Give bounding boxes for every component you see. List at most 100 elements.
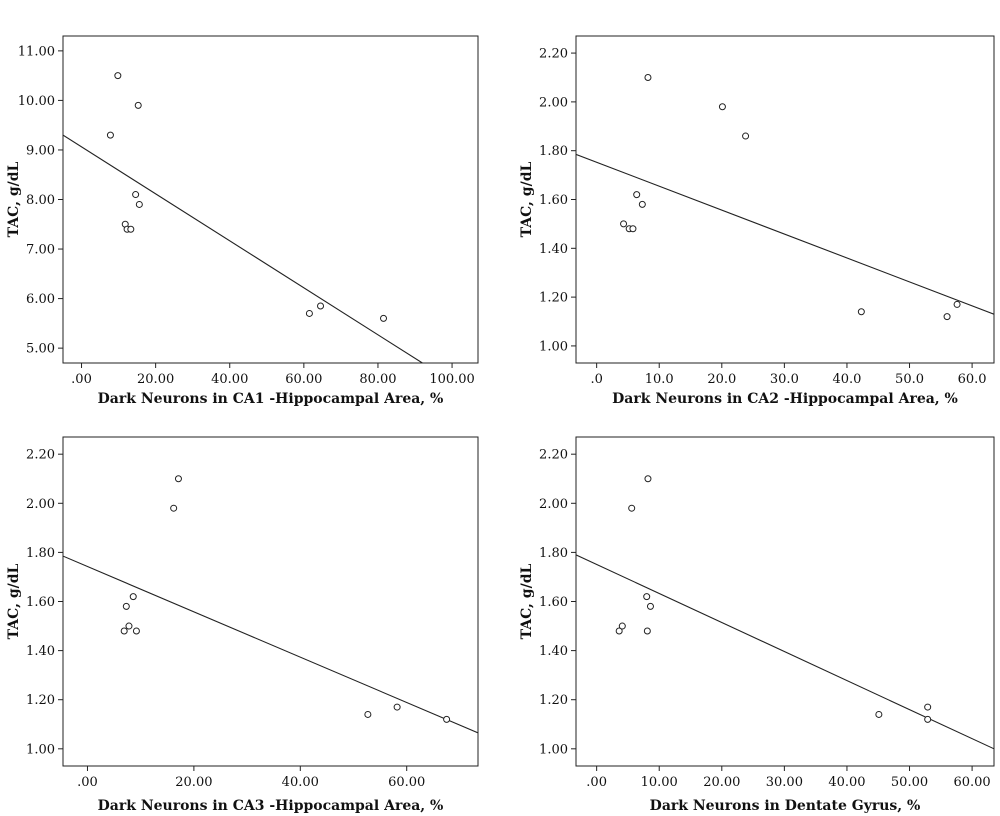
y-axis-title: TAC, g/dL — [6, 162, 22, 238]
regression-line — [63, 134, 423, 363]
plot-frame — [62, 436, 479, 767]
data-point — [317, 302, 325, 310]
x-tick-label: .00 — [586, 775, 607, 790]
data-point — [132, 627, 140, 635]
data-point — [628, 504, 636, 512]
x-tick-label: 50.0 — [895, 372, 924, 387]
data-point — [134, 101, 142, 109]
y-tick-label: 2.20 — [26, 448, 55, 463]
scatter-panel-1: 5.00 6.00 7.00 8.00 9.00 10.00 11.00 .00 20.00 40… — [6, 35, 479, 407]
y-tick-label: 1.20 — [26, 693, 55, 708]
y-tick-label: 1.80 — [539, 546, 568, 561]
x-tick-label: 60.00 — [285, 372, 322, 387]
y-tick-label: 8.00 — [26, 193, 55, 208]
data-point — [127, 225, 135, 233]
data-point — [857, 308, 865, 316]
y-tick-label: 11.00 — [18, 44, 55, 59]
y-tick-label: 2.00 — [539, 497, 568, 512]
data-point — [953, 300, 961, 308]
y-tick-label: 1.20 — [539, 291, 568, 306]
y-tick-label: 1.40 — [26, 644, 55, 659]
x-tick-label: 40.00 — [282, 775, 319, 790]
data-point — [742, 132, 750, 140]
x-tick-label: 20.00 — [175, 775, 212, 790]
scatter-panel-4: 1.00 1.20 1.40 1.60 1.80 2.00 2.20 .00 10.00 20.0… — [519, 436, 995, 814]
data-point — [120, 627, 128, 635]
y-tick-label: 7.00 — [26, 243, 55, 258]
data-point — [943, 313, 951, 321]
scatter-panel-2: 1.00 1.20 1.40 1.60 1.80 2.00 2.20 .0 10.0 20.0 30… — [519, 35, 995, 407]
x-tick-label: 40.00 — [211, 372, 248, 387]
y-tick-label: 9.00 — [26, 143, 55, 158]
data-point — [644, 475, 652, 483]
x-tick-label: 20.0 — [707, 372, 736, 387]
regression-line — [576, 554, 994, 750]
x-tick-label: 20.00 — [137, 372, 174, 387]
y-tick-label: 1.20 — [539, 693, 568, 708]
y-axis-title: TAC, g/dL — [6, 564, 22, 640]
x-axis-title: Dark Neurons in CA1 -Hippocampal Area, % — [98, 391, 444, 407]
data-point — [129, 593, 137, 601]
data-point — [644, 73, 652, 81]
scatter-panel-3: 1.00 1.20 1.40 1.60 1.80 2.00 2.20 .00 20.00 40.0… — [6, 436, 479, 814]
y-tick-label: 1.00 — [26, 742, 55, 757]
data-point — [122, 602, 130, 610]
y-tick-label: 1.40 — [539, 644, 568, 659]
x-axis-title: Dark Neurons in CA3 -Hippocampal Area, % — [98, 798, 444, 814]
x-tick-label: 40.0 — [832, 372, 861, 387]
x-tick-label: 40.00 — [828, 775, 865, 790]
y-tick-label: 1.00 — [539, 742, 568, 757]
plot-frame — [575, 436, 995, 767]
data-point — [393, 703, 401, 711]
x-tick-label: 20.00 — [703, 775, 740, 790]
y-axis-title: TAC, g/dL — [519, 162, 535, 238]
data-point — [380, 314, 388, 322]
x-tick-label: 60.00 — [953, 775, 990, 790]
y-tick-label: 2.20 — [539, 47, 568, 62]
x-tick-label: 60.0 — [958, 372, 987, 387]
y-tick-label: 10.00 — [18, 94, 55, 109]
data-point — [106, 131, 114, 139]
x-axis-title: Dark Neurons in Dentate Gyrus, % — [650, 798, 921, 814]
y-tick-label: 2.00 — [26, 497, 55, 512]
data-point — [718, 103, 726, 111]
x-axis-title: Dark Neurons in CA2 -Hippocampal Area, % — [612, 391, 958, 407]
data-point — [364, 710, 372, 718]
y-axis-title: TAC, g/dL — [519, 564, 535, 640]
data-point — [638, 200, 646, 208]
y-tick-label: 1.60 — [26, 595, 55, 610]
x-tick-label: 30.0 — [770, 372, 799, 387]
data-point — [643, 627, 651, 635]
data-point — [305, 309, 313, 317]
plot-frame — [575, 35, 995, 364]
data-point — [615, 627, 623, 635]
data-point — [629, 225, 637, 233]
plot-frame — [62, 35, 479, 364]
x-tick-label: 50.00 — [891, 775, 928, 790]
data-point — [633, 191, 641, 199]
data-point — [618, 622, 626, 630]
data-point — [132, 191, 140, 199]
x-tick-label: 30.00 — [766, 775, 803, 790]
data-point — [620, 220, 628, 228]
data-point — [924, 703, 932, 711]
x-tick-label: .00 — [71, 372, 92, 387]
x-tick-label: .00 — [77, 775, 98, 790]
data-point — [170, 504, 178, 512]
y-tick-label: 1.60 — [539, 193, 568, 208]
data-point — [114, 72, 122, 80]
y-tick-label: 6.00 — [26, 292, 55, 307]
y-tick-label: 1.40 — [539, 242, 568, 257]
y-tick-label: 5.00 — [26, 342, 55, 357]
x-tick-label: .0 — [590, 372, 602, 387]
data-point — [643, 593, 651, 601]
y-tick-label: 2.20 — [539, 448, 568, 463]
data-point — [443, 715, 451, 723]
data-point — [135, 200, 143, 208]
x-tick-label: 80.00 — [359, 372, 396, 387]
data-point — [875, 710, 883, 718]
y-tick-label: 1.60 — [539, 595, 568, 610]
data-point — [174, 475, 182, 483]
x-tick-label: 60.00 — [388, 775, 425, 790]
